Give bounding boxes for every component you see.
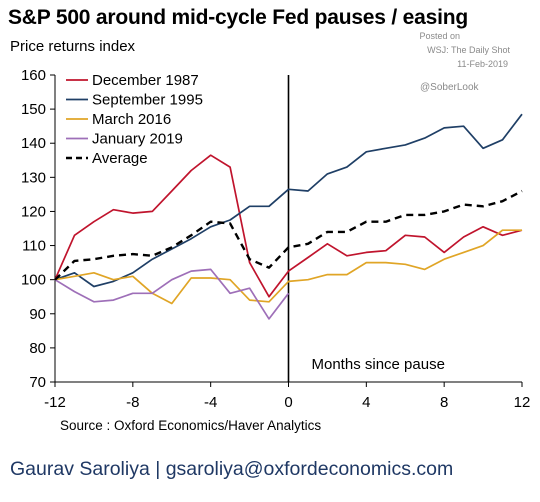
series-line-december-1987: [54, 154, 523, 298]
y-tick-label: 120: [21, 203, 46, 220]
y-tick-label: 130: [21, 169, 46, 186]
x-tick-label: -4: [204, 394, 217, 411]
y-tick-label: 80: [29, 340, 46, 357]
x-tick-label: 0: [284, 394, 292, 411]
series-line-january-2019: [54, 268, 290, 320]
watermark-outlet: WSJ: The Daily Shot: [427, 45, 510, 55]
y-tick-label: 110: [22, 238, 46, 255]
series-line-september-1995: [54, 113, 523, 288]
watermark-date: 11-Feb-2019: [457, 59, 508, 69]
watermark-handle: @SoberLook: [420, 82, 479, 93]
legend-label: January 2019: [92, 131, 183, 148]
legend-label: December 1987: [92, 72, 199, 89]
months-since-pause-label: Months since pause: [312, 356, 445, 373]
legend-label: September 1995: [92, 92, 203, 109]
chart-subtitle: Price returns index: [10, 38, 136, 55]
y-tick-label: 70: [29, 374, 46, 391]
chart-title: S&P 500 around mid-cycle Fed pauses / ea…: [8, 6, 468, 29]
watermark-block: Posted on WSJ: The Daily Shot 11-Feb-201…: [419, 29, 510, 71]
y-tick-label: 140: [21, 135, 46, 152]
y-tick-label: 160: [21, 67, 46, 84]
x-tick-label: 8: [440, 394, 448, 411]
y-tick-label: 100: [21, 272, 46, 289]
series-line-average: [54, 189, 523, 281]
x-tick-label: 12: [514, 394, 531, 411]
author-credit: Gaurav Saroliya | gsaroliya@oxfordeconom…: [10, 458, 454, 480]
x-tick-label: -12: [44, 394, 66, 411]
watermark-posted-on: Posted on: [419, 31, 460, 41]
x-tick-label: -8: [126, 394, 139, 411]
chart-source: Source : Oxford Economics/Haver Analytic…: [60, 418, 322, 433]
legend-label: Average: [92, 150, 148, 167]
y-tick-label: 150: [21, 101, 46, 118]
series-line-march-2016: [54, 229, 522, 305]
legend-label: March 2016: [92, 111, 171, 128]
y-tick-label: 90: [29, 306, 46, 323]
x-tick-label: 4: [362, 394, 370, 411]
